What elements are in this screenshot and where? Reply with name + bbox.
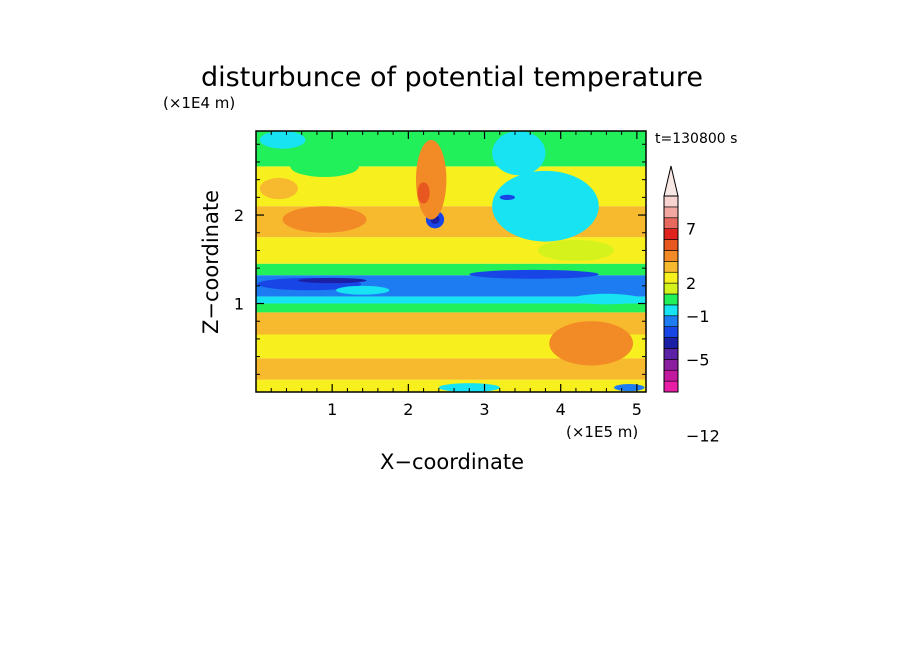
x-tick-label-1: 2 xyxy=(403,400,413,419)
colorbar-swatch-10 xyxy=(663,271,679,284)
colorbar-swatch-5 xyxy=(663,326,679,338)
colorbar-swatch-16 xyxy=(663,206,679,219)
plot-area xyxy=(256,131,646,392)
contour-region-7 xyxy=(499,194,515,201)
contour-region-13 xyxy=(335,285,390,295)
y-tick-label-1: 2 xyxy=(234,206,244,225)
x-unit-label: (×1E5 m) xyxy=(566,423,638,441)
contour-band-7 xyxy=(256,263,646,276)
chart-title: disturbunce of potential temperature xyxy=(201,62,703,93)
contour-band-1 xyxy=(256,358,646,380)
colorbar-tick-label-1: −5 xyxy=(686,350,710,369)
contour-band-2 xyxy=(256,334,646,359)
colorbar-swatch-4 xyxy=(663,337,679,349)
contour-band-4 xyxy=(256,303,646,313)
time-label: t=130800 s xyxy=(655,131,737,147)
colorbar-tick-label-3: 2 xyxy=(686,274,696,293)
colorbar-swatch-15 xyxy=(663,217,679,229)
colorbar-frame xyxy=(663,195,679,393)
colorbar: −12−5−127 xyxy=(663,165,720,446)
colorbar-swatch-3 xyxy=(663,348,679,360)
y-axis-label: Z−coordinate xyxy=(199,190,223,334)
y-unit-label: (×1E4 m) xyxy=(163,94,235,112)
colorbar-swatch-12 xyxy=(663,250,679,262)
contour-region-15 xyxy=(259,131,306,149)
contour-region-10 xyxy=(282,206,367,233)
colorbar-tick-label-0: −12 xyxy=(686,427,720,446)
x-axis-label: X−coordinate xyxy=(380,450,524,474)
colorbar-swatch-13 xyxy=(663,239,679,251)
colorbar-overflow-arrow xyxy=(663,165,679,197)
colorbar-swatch-8 xyxy=(663,293,679,306)
contour-region-8 xyxy=(415,139,447,220)
colorbar-swatch-7 xyxy=(663,304,679,317)
colorbar-swatch-0 xyxy=(663,380,679,393)
x-tick-label-2: 3 xyxy=(479,400,489,419)
colorbar-swatch-2 xyxy=(663,359,679,371)
colorbar-tick-label-4: 7 xyxy=(686,220,696,239)
contour-region-9 xyxy=(417,182,430,204)
colorbar-swatch-17 xyxy=(663,195,679,208)
y-tick-label-0: 1 xyxy=(234,295,244,314)
x-tick-label-4: 5 xyxy=(632,400,642,419)
colorbar-swatch-6 xyxy=(663,315,679,327)
contour-region-2 xyxy=(469,269,599,279)
colorbar-swatch-14 xyxy=(663,228,679,240)
contour-region-1 xyxy=(297,277,367,284)
contour-band-3 xyxy=(256,312,646,335)
colorbar-swatch-9 xyxy=(663,282,679,295)
contour-region-6 xyxy=(492,131,546,176)
x-tick-label-3: 4 xyxy=(556,400,566,419)
colorbar-swatch-1 xyxy=(663,369,679,382)
contour-region-18 xyxy=(537,239,615,262)
x-tick-label-0: 1 xyxy=(327,400,337,419)
contour-region-14 xyxy=(572,293,641,305)
contour-region-19 xyxy=(259,177,298,200)
contour-region-11 xyxy=(549,321,634,366)
contour-region-5 xyxy=(492,170,599,242)
plot-frame xyxy=(255,130,647,393)
contour-region-12 xyxy=(290,155,359,178)
contour-band-5 xyxy=(256,296,646,304)
contour-region-17 xyxy=(614,384,645,392)
colorbar-tick-label-2: −1 xyxy=(686,307,710,326)
x-axis: 1 2 3 4 5 xyxy=(270,131,642,419)
colorbar-swatch-11 xyxy=(663,261,679,273)
y-axis: 12 xyxy=(234,143,646,375)
